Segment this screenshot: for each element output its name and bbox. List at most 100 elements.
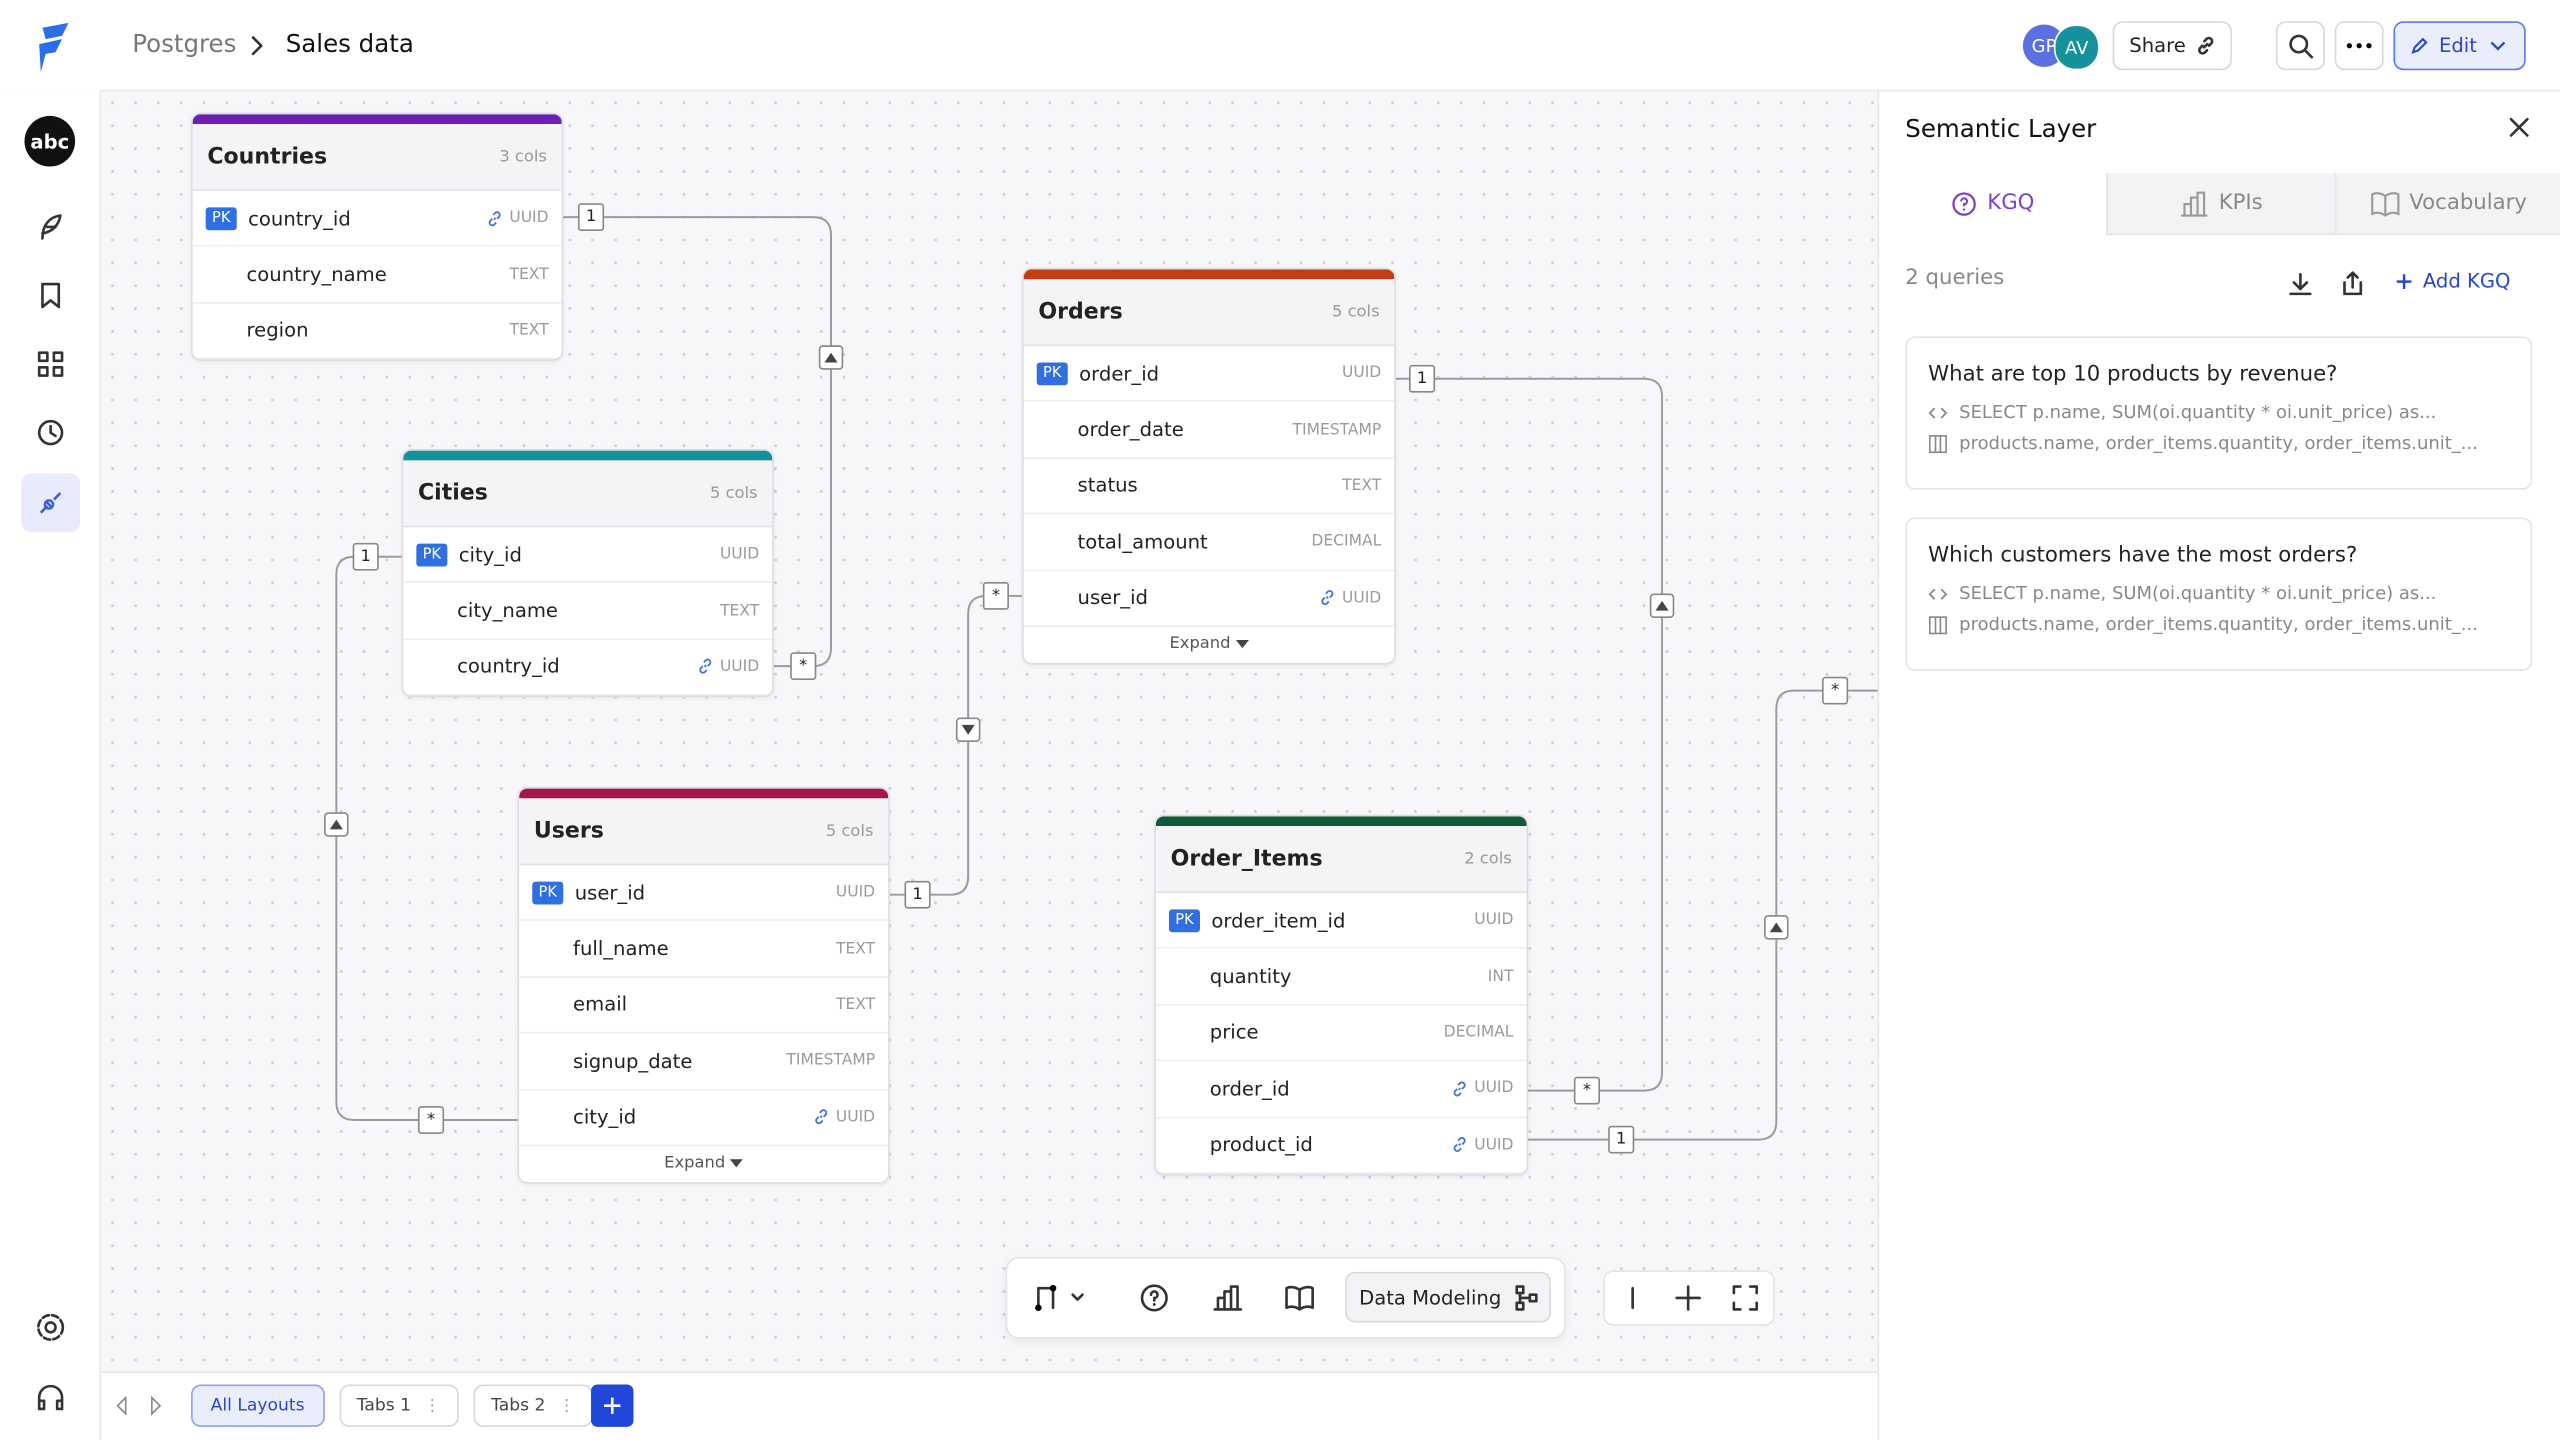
panel-tab[interactable]: KPIs (2106, 173, 2335, 236)
column-type-label: TEXT (509, 265, 549, 284)
code-icon (1928, 587, 1948, 600)
column-name: city_id (573, 1105, 637, 1129)
cursor-button[interactable] (1618, 1283, 1647, 1312)
table-card[interactable]: Order_Items 2 cols PK order_item_id UUID quan… (1154, 814, 1529, 1176)
nav-history[interactable] (36, 418, 65, 447)
expand-button[interactable]: Expand (1024, 627, 1395, 663)
connector-tool[interactable] (1033, 1283, 1089, 1312)
column-name: order_id (1209, 1077, 1290, 1101)
table-color-strip (519, 788, 889, 799)
cardinality-badge: * (982, 582, 1009, 610)
expand-label: Expand (664, 1155, 726, 1173)
column-name: full_name (573, 937, 669, 961)
fit-button[interactable] (1732, 1285, 1759, 1311)
column-row: order_id UUID (1155, 1062, 1527, 1118)
panel-tab[interactable]: KGQ (1879, 173, 2107, 236)
nav-bookmarks[interactable] (36, 281, 65, 310)
fk-icon (488, 210, 501, 226)
expand-button[interactable]: Expand (519, 1146, 888, 1182)
column-row: status TEXT (1023, 458, 1395, 515)
column-count: 2 cols (1464, 849, 1512, 868)
table-card[interactable]: Cities 5 cols PK city_id UUID city_name TEXT co… (401, 448, 774, 698)
pk-badge: PK (205, 206, 237, 230)
close-button[interactable] (2509, 117, 2529, 138)
layout-tab[interactable]: Tabs 2 ⋮ (473, 1384, 593, 1427)
column-name: order_date (1077, 418, 1184, 441)
cardinality-badge: 1 (904, 880, 931, 909)
cardinality-badge: 1 (352, 542, 379, 571)
column-type: UUID (836, 884, 875, 902)
table-card[interactable]: Countries 3 cols PK country_id UUID country_n… (191, 112, 564, 362)
columns-icon (1928, 615, 1947, 634)
query-question: What are top 10 products by revenue? (1928, 362, 2338, 387)
tab-menu[interactable]: ⋮ (424, 1396, 441, 1415)
zoom-in-button[interactable] (1673, 1283, 1702, 1312)
vocabulary-tool[interactable] (1283, 1283, 1316, 1312)
column-name: signup_date (573, 1049, 693, 1073)
column-type: UUID (1451, 1136, 1513, 1154)
query-card[interactable]: Which customers have the most orders? SEL… (1905, 517, 2533, 672)
kpi-tool[interactable] (1211, 1283, 1244, 1312)
layout-tab[interactable]: Tabs 1 ⋮ (338, 1384, 459, 1427)
nav-apps[interactable] (36, 349, 65, 378)
search-button[interactable] (2275, 21, 2325, 71)
column-name: city_name (457, 599, 559, 623)
semantic-layer-panel: Semantic Layer KGQ KPIs Vocabulary 2 queri… (1877, 91, 2560, 1440)
add-tab-button[interactable] (591, 1384, 634, 1427)
nav-modeling-active[interactable] (21, 473, 80, 533)
column-row: PK country_id UUID (192, 191, 562, 248)
breadcrumb-source[interactable]: Postgres (132, 29, 237, 59)
column-type-label: UUID (1474, 1079, 1514, 1098)
workspace-logo[interactable]: abc (24, 115, 76, 167)
table-name: Users (533, 817, 604, 845)
query-question: Which customers have the most orders? (1928, 543, 2358, 569)
mode-button[interactable]: Data Modeling (1345, 1271, 1552, 1323)
column-name: user_id (574, 881, 646, 904)
column-row: order_date TIMESTAMP (1023, 402, 1395, 459)
table-header: Countries 3 cols (192, 124, 562, 192)
column-type: TEXT (836, 996, 875, 1014)
upload-button[interactable] (2340, 269, 2366, 297)
add-kgq-button[interactable]: Add KGQ (2395, 269, 2510, 292)
panel-tab[interactable]: Vocabulary (2334, 173, 2560, 236)
breadcrumb-page: Sales data (285, 29, 414, 59)
layout-tab-label: Tabs 2 (491, 1395, 546, 1416)
share-button[interactable]: Share (2112, 21, 2232, 71)
column-row: PK city_id UUID (403, 527, 773, 584)
query-count: 2 queries (1905, 266, 2005, 291)
nav-settings[interactable] (34, 1311, 67, 1344)
column-row: email TEXT (519, 978, 889, 1034)
avatar[interactable]: AV (2053, 24, 2100, 71)
table-card[interactable]: Orders 5 cols PK order_id UUID order_date TIME… (1022, 267, 1396, 665)
nav-support[interactable] (36, 1383, 65, 1412)
tab-menu[interactable]: ⋮ (558, 1396, 575, 1415)
column-type-label: TEXT (720, 601, 760, 620)
fk-icon (1453, 1081, 1466, 1097)
relation-line (1392, 377, 1664, 1092)
more-button[interactable] (2334, 21, 2384, 71)
download-button[interactable] (2287, 271, 2313, 297)
relation-line (335, 555, 518, 1121)
table-name: Cities (417, 479, 488, 507)
column-type-label: UUID (1474, 1135, 1514, 1154)
query-card[interactable]: What are top 10 products by revenue? SELE… (1905, 336, 2533, 490)
query-columns: products.name, order_items.quantity, ord… (1928, 433, 2509, 454)
table-header: Users 5 cols (519, 798, 889, 866)
column-type: UUID (1319, 589, 1381, 607)
cardinality-badge: 1 (1608, 1125, 1635, 1154)
column-type-label: UUID (1341, 588, 1382, 607)
layout-tab[interactable]: All Layouts (191, 1384, 325, 1427)
column-type: UUID (1474, 911, 1513, 929)
query-columns-text: products.name, order_items.quantity, ord… (1959, 613, 2478, 636)
columns-icon (1928, 434, 1947, 453)
fk-icon (1453, 1137, 1466, 1153)
cardinality-badge: 1 (577, 203, 605, 232)
kgq-tool[interactable] (1140, 1283, 1169, 1312)
column-type-label: UUID (835, 1108, 876, 1127)
edit-button[interactable]: Edit (2393, 21, 2526, 71)
tab-scroll[interactable] (114, 1395, 163, 1416)
nav-home[interactable] (36, 212, 65, 241)
table-card[interactable]: Users 5 cols PK user_id UUID full_name TEXT ema… (517, 786, 890, 1184)
link-icon (2197, 36, 2214, 55)
